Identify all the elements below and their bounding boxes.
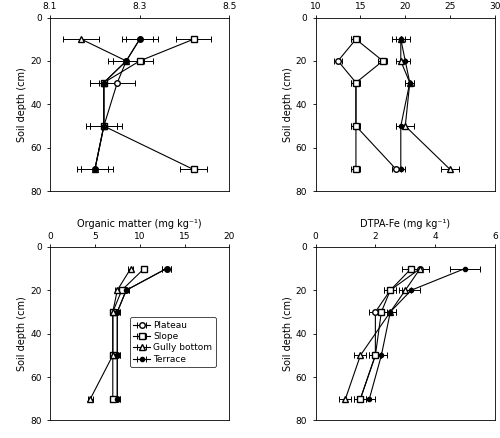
Legend: Plateau, Slope, Gully bottom, Terrace: Plateau, Slope, Gully bottom, Terrace: [130, 317, 216, 367]
X-axis label: DTPA-Fe (mg kg⁻¹): DTPA-Fe (mg kg⁻¹): [360, 219, 450, 230]
Y-axis label: Soil depth (cm): Soil depth (cm): [283, 296, 293, 371]
Y-axis label: Soil depth (cm): Soil depth (cm): [18, 296, 28, 371]
Y-axis label: Soil depth (cm): Soil depth (cm): [18, 67, 28, 142]
X-axis label: Organic matter (mg kg⁻¹): Organic matter (mg kg⁻¹): [78, 219, 202, 230]
Y-axis label: Soil depth (cm): Soil depth (cm): [283, 67, 293, 142]
